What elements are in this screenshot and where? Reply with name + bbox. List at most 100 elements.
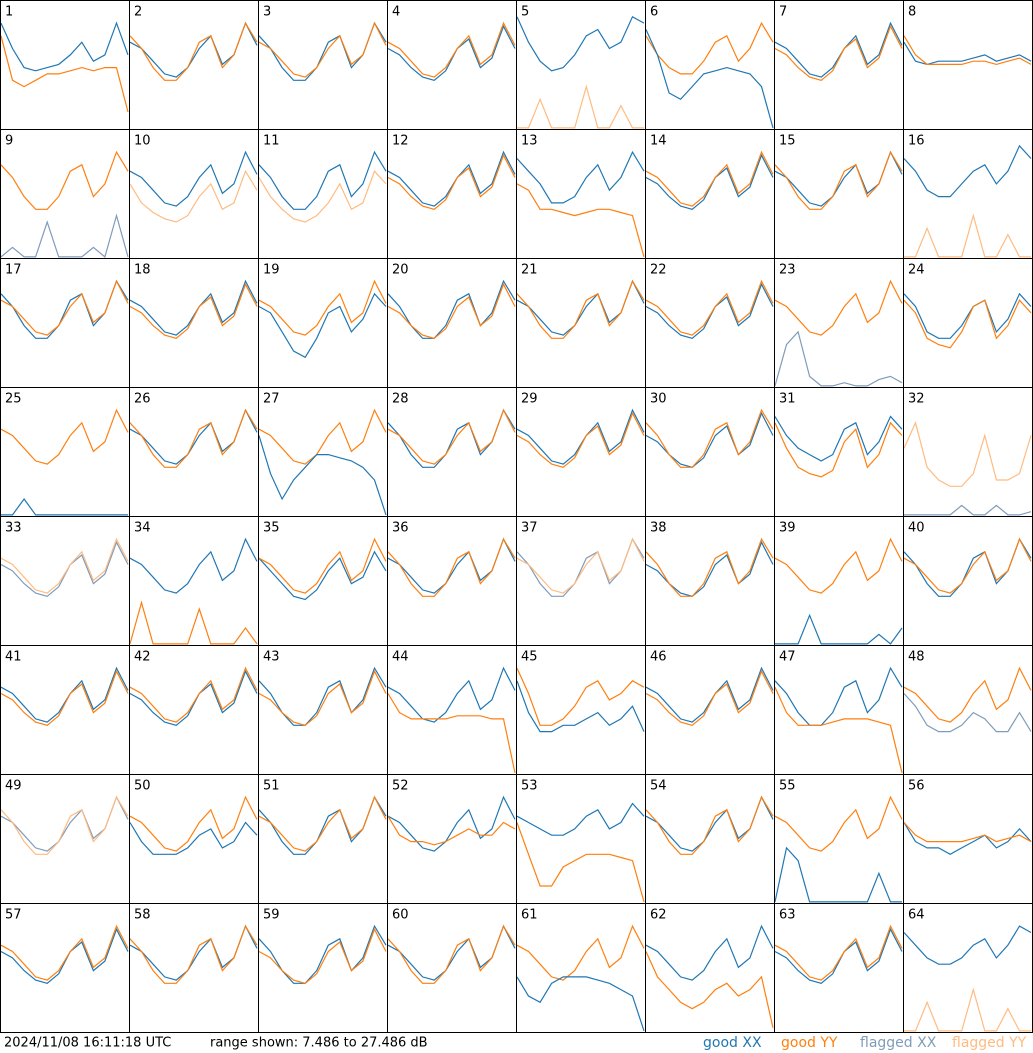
panel-label: 54 <box>650 779 667 794</box>
panel-label: 5 <box>521 5 529 20</box>
spectrum-line <box>258 408 387 465</box>
spectrum-line <box>904 504 1032 516</box>
spectrum-line <box>645 29 774 129</box>
spectrum-line <box>516 411 645 468</box>
panel-label: 9 <box>5 134 13 149</box>
spectrum-line <box>1 497 128 516</box>
legend-entry: good YY <box>781 1035 838 1051</box>
spectrum-line <box>129 924 258 984</box>
panel-label: 15 <box>779 134 796 149</box>
spectrum-line <box>129 600 258 645</box>
spectrum-line <box>387 282 516 339</box>
spectrum-line <box>258 279 387 336</box>
spectrum-line <box>516 537 645 594</box>
spectrum-line <box>903 144 1032 198</box>
spectrum-line <box>516 15 645 72</box>
panel-label: 43 <box>263 650 280 665</box>
spectrum-line <box>645 795 774 855</box>
spectrum-line <box>903 292 1032 339</box>
panel-label: 14 <box>650 134 667 149</box>
spectrum-line <box>516 408 645 465</box>
panel-label: 39 <box>779 521 796 536</box>
panel-label: 61 <box>521 908 538 923</box>
spectrum-line <box>387 537 516 597</box>
panel-label: 57 <box>5 908 22 923</box>
panel-label: 49 <box>5 779 22 794</box>
spectrum-line <box>903 822 1032 843</box>
spectrum-line <box>903 822 1032 855</box>
panel-label: 17 <box>5 263 22 278</box>
panel-label: 63 <box>779 908 796 923</box>
spectrum-line <box>258 150 387 210</box>
spectrum-line <box>258 666 387 726</box>
spectrum-line <box>387 408 516 465</box>
panel-label: 48 <box>908 650 925 665</box>
spectrum-line <box>645 408 774 468</box>
panel-label: 42 <box>134 650 151 665</box>
spectrum-line <box>774 415 903 462</box>
spectrum-line <box>516 279 645 339</box>
legend-entry: flagged XX <box>860 1035 937 1051</box>
panel-label: 7 <box>779 5 787 20</box>
spectrum-line <box>645 279 774 336</box>
spectrum-line <box>387 924 516 984</box>
spectrum-line <box>645 924 774 981</box>
spectrum-line <box>516 150 645 204</box>
panel-label: 30 <box>650 392 667 407</box>
spectrum-line <box>903 421 1032 487</box>
panel-label: 29 <box>521 392 538 407</box>
spectrum-line <box>516 183 645 258</box>
panel-label: 2 <box>134 5 142 20</box>
panel-label: 36 <box>392 521 409 536</box>
panel-label: 37 <box>521 521 538 536</box>
spectrum-line <box>258 795 387 852</box>
panel-label: 21 <box>521 263 538 278</box>
spectrum-line <box>517 84 644 129</box>
spectrum-line <box>516 924 645 981</box>
spectrum-line <box>387 21 516 78</box>
spectrum-line <box>774 330 903 387</box>
legend-entry: good XX <box>703 1035 762 1051</box>
spectrum-line <box>387 693 516 774</box>
spectrum-line <box>0 540 129 597</box>
spectrum-line <box>129 795 258 852</box>
panel-label: 47 <box>779 650 796 665</box>
spectrum-line <box>129 666 258 723</box>
spectrum-line <box>903 666 1032 723</box>
panel-label: 52 <box>392 779 409 794</box>
panel-label: 13 <box>521 134 538 149</box>
spectrum-line <box>129 537 258 594</box>
spectrum-line <box>387 815 516 846</box>
panel-label: 4 <box>392 5 400 20</box>
panel-label: 8 <box>908 5 916 20</box>
panel-label: 46 <box>650 650 667 665</box>
spectrum-line <box>387 153 516 210</box>
spectrum-line <box>258 550 387 601</box>
spectrum-line <box>0 924 129 981</box>
panel-label: 40 <box>908 521 925 536</box>
spectrum-line <box>645 537 774 597</box>
spectrum-line <box>258 435 387 516</box>
panel-label: 35 <box>263 521 280 536</box>
panel-label: 16 <box>908 134 925 149</box>
panel-label: 1 <box>5 5 13 20</box>
panel-label: 25 <box>5 392 22 407</box>
spectrum-line <box>0 213 129 258</box>
panel-label: 10 <box>134 134 151 149</box>
spectrum-line <box>904 987 1031 1032</box>
panel-label: 24 <box>908 263 925 278</box>
spectrum-line <box>775 613 903 645</box>
spectrum-line <box>387 279 516 339</box>
spectrum-line <box>774 924 903 981</box>
spectrum-line <box>129 150 258 207</box>
spectrum-line <box>645 666 774 723</box>
panel-label: 11 <box>263 134 280 149</box>
panel-label: 55 <box>779 779 796 794</box>
panel-label: 28 <box>392 392 409 407</box>
spectrum-line <box>0 927 129 984</box>
spectrum-line <box>903 925 1032 965</box>
spectrum-line <box>774 686 903 774</box>
spectrum-line <box>258 927 387 984</box>
spectrum-line <box>0 666 129 723</box>
